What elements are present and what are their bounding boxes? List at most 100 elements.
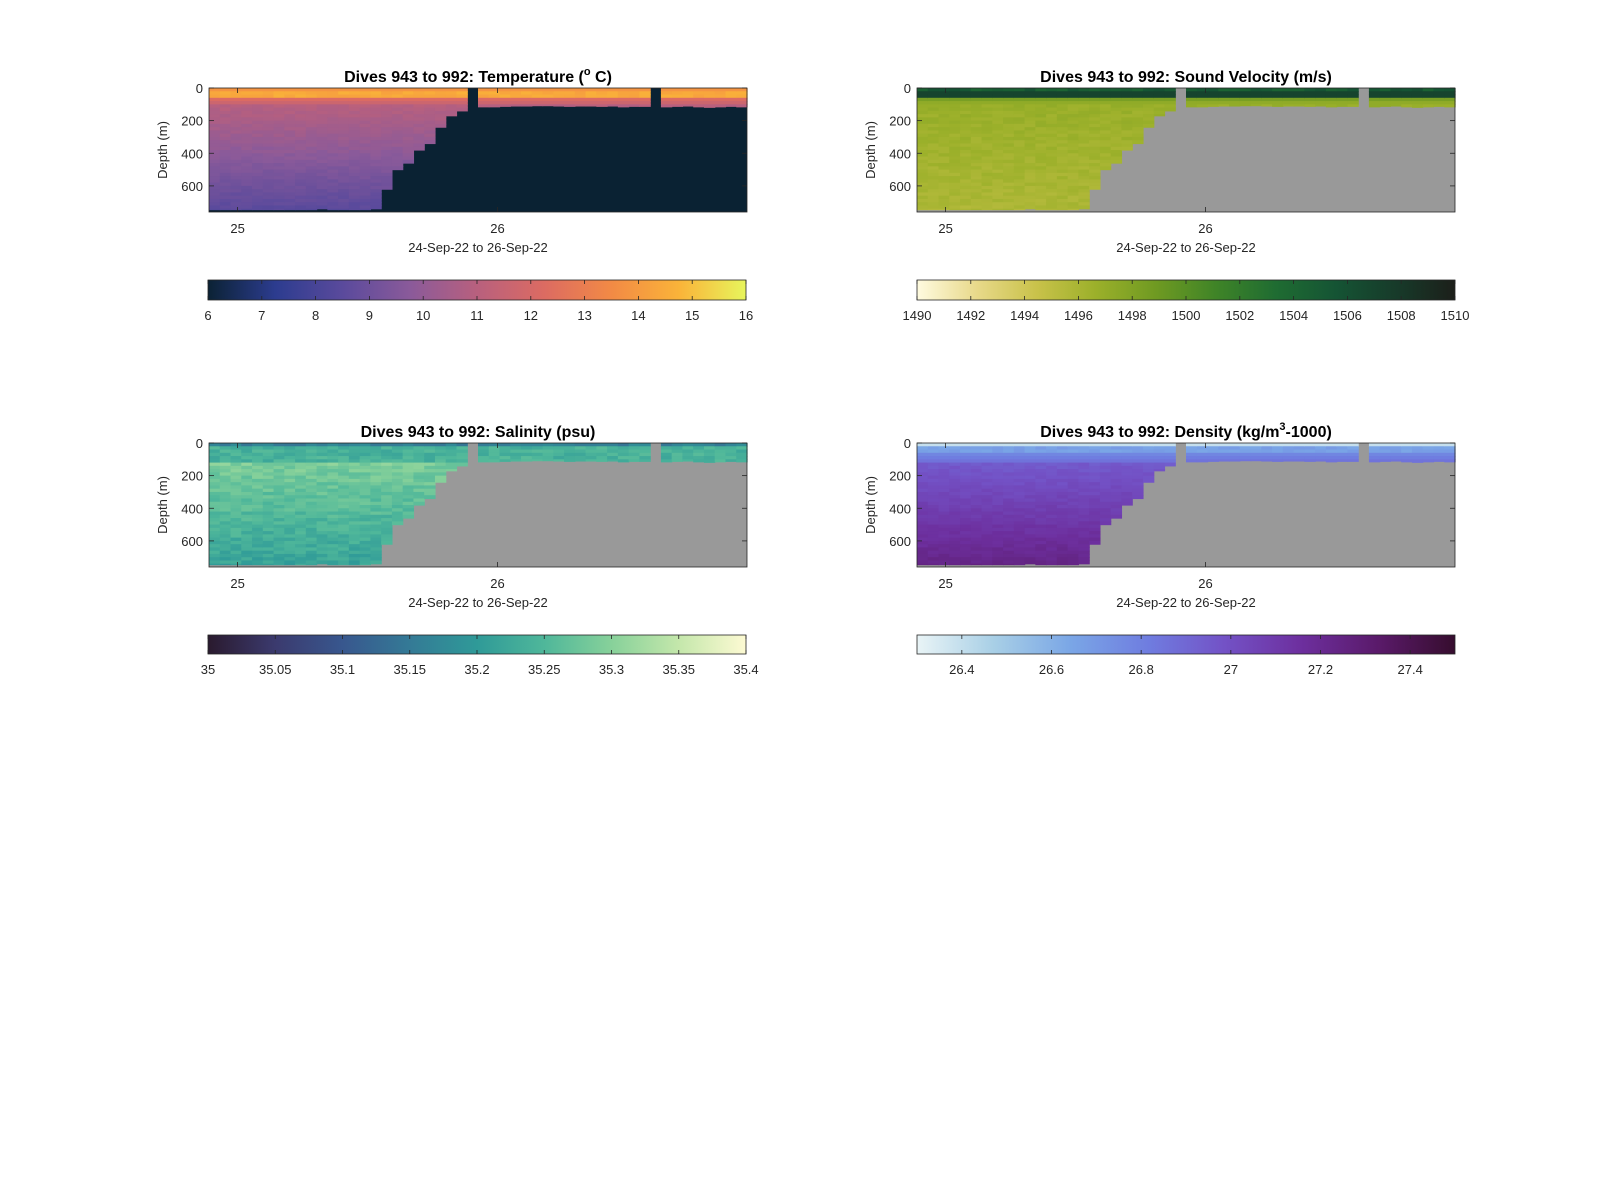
heatmap-cell <box>219 465 232 470</box>
heatmap-cell <box>1099 514 1112 519</box>
heatmap-cell <box>1056 557 1069 562</box>
heatmap-cell <box>970 208 983 211</box>
heatmap-cell <box>338 495 350 500</box>
heatmap-cell <box>284 189 296 194</box>
heatmap-cell <box>295 459 307 464</box>
heatmap-cell <box>970 97 983 102</box>
heatmap-cell <box>230 534 242 539</box>
heatmap-cell <box>960 514 972 519</box>
heatmap-cell <box>1056 136 1069 141</box>
heatmap-cell <box>992 127 1004 132</box>
heatmap-cell <box>295 531 307 535</box>
heatmap-cell <box>1099 465 1112 470</box>
heatmap-cell <box>736 101 748 105</box>
heatmap-cell <box>607 94 619 99</box>
heatmap-cell <box>230 91 242 96</box>
heatmap-cell <box>693 94 705 99</box>
heatmap-cell <box>230 143 242 148</box>
heatmap-cell <box>981 104 993 109</box>
heatmap-cell <box>607 452 619 457</box>
heatmap-cell <box>1078 537 1090 542</box>
heatmap-cell <box>938 482 950 487</box>
heatmap-cell <box>478 459 490 463</box>
heatmap-cell <box>295 172 307 177</box>
heatmap-cell <box>348 169 361 174</box>
y-axis-label: Depth (m) <box>863 121 878 179</box>
heatmap-cell <box>1089 518 1101 522</box>
heatmap-cell <box>348 459 361 464</box>
heatmap-cell <box>219 452 232 457</box>
heatmap-cell <box>434 91 447 96</box>
heatmap-cell <box>241 531 253 535</box>
heatmap-cell <box>1089 537 1101 542</box>
heatmap-cell <box>1250 97 1262 102</box>
heatmap-cell <box>1056 94 1069 99</box>
heatmap-cell <box>927 505 940 509</box>
heatmap-cell <box>316 205 328 210</box>
heatmap-cell <box>660 446 673 451</box>
heatmap-cell <box>981 163 993 167</box>
heatmap-cell <box>1067 518 1079 522</box>
heatmap-cell <box>992 501 1004 506</box>
heatmap-cell <box>992 534 1004 539</box>
heatmap-cell <box>370 472 382 477</box>
heatmap-cell <box>1411 446 1424 451</box>
heatmap-cell <box>359 114 371 118</box>
heatmap-cell <box>1433 91 1445 96</box>
heatmap-cell <box>1013 469 1026 473</box>
heatmap-cell <box>1315 88 1327 92</box>
heatmap-cell <box>1390 94 1402 99</box>
heatmap-cell <box>1067 156 1079 161</box>
heatmap-cell <box>262 123 275 128</box>
heatmap-cell <box>639 101 651 105</box>
heatmap-cell <box>219 505 232 509</box>
heatmap-cell <box>262 472 275 477</box>
heatmap-cell <box>1056 110 1069 115</box>
heatmap-cell <box>305 475 318 480</box>
heatmap-cell <box>348 527 361 532</box>
heatmap-cell <box>1078 117 1090 122</box>
heatmap-cell <box>1013 153 1026 158</box>
heatmap-cell <box>510 443 522 447</box>
heatmap-cell <box>1099 508 1112 513</box>
heatmap-cell <box>960 563 972 566</box>
heatmap-cell <box>316 514 328 519</box>
heatmap-cell <box>391 511 404 516</box>
heatmap-cell <box>241 101 253 105</box>
heatmap-cell <box>316 482 328 487</box>
heatmap-cell <box>1046 505 1058 509</box>
heatmap-cell <box>1046 518 1058 522</box>
heatmap-cell <box>284 94 296 99</box>
heatmap-cell <box>1368 452 1381 457</box>
heatmap-cell <box>510 88 522 92</box>
heatmap-cell <box>521 443 533 447</box>
heatmap-cell <box>252 133 264 138</box>
heatmap-cell <box>262 163 275 167</box>
heatmap-cell <box>1272 94 1284 99</box>
heatmap-cell <box>219 472 232 477</box>
heatmap-cell <box>981 514 993 519</box>
heatmap-cell <box>488 456 501 460</box>
heatmap-cell <box>1046 107 1058 112</box>
heatmap-cell <box>381 182 393 187</box>
heatmap-cell <box>241 469 253 473</box>
heatmap-cell <box>1261 104 1273 107</box>
heatmap-cell <box>1046 153 1058 158</box>
heatmap-cell <box>1056 521 1069 526</box>
heatmap-cell <box>327 544 339 549</box>
heatmap-cell <box>370 120 382 125</box>
heatmap-cell <box>359 110 371 115</box>
heatmap-cell <box>970 540 983 545</box>
heatmap-cell <box>488 452 501 457</box>
heatmap-cell <box>992 97 1004 102</box>
heatmap-cell <box>284 123 296 128</box>
heatmap-cell <box>273 91 285 96</box>
heatmap-cell <box>1003 208 1015 211</box>
heatmap-cell <box>927 518 940 522</box>
heatmap-cell <box>348 498 361 503</box>
heatmap-cell <box>1078 531 1090 535</box>
heatmap-cell <box>230 495 242 500</box>
heatmap-cell <box>992 459 1004 464</box>
heatmap-cell <box>938 527 950 532</box>
